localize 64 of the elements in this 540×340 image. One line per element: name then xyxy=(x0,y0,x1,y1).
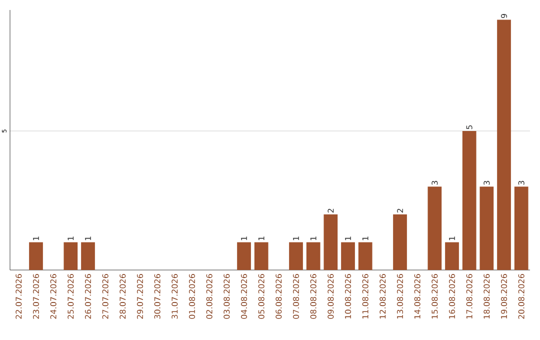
x-tick-label: 09.08.2026 xyxy=(328,274,334,319)
x-tick-label: 28.07.2026 xyxy=(120,274,126,319)
bar xyxy=(64,242,78,270)
x-tick-label: 04.08.2026 xyxy=(240,274,248,319)
x-tick-label: 23.07.2026 xyxy=(32,274,40,319)
bar xyxy=(324,214,338,270)
bar xyxy=(254,242,268,270)
data-label: 1 xyxy=(345,236,351,240)
x-tick-label: 15.08.2026 xyxy=(432,274,438,318)
bar xyxy=(480,186,494,270)
bar xyxy=(237,242,251,270)
data-label: 3 xyxy=(432,180,438,185)
x-tick-label: 29.07.2026 xyxy=(136,274,144,319)
x-tick-label: 03.08.2026 xyxy=(224,274,230,319)
x-tick-label: 08.08.2026 xyxy=(310,274,316,319)
x-tick-label: 20.08.2026 xyxy=(518,274,524,319)
bar xyxy=(358,242,372,270)
x-tick-label: 07.08.2026 xyxy=(292,274,300,319)
data-label: 1 xyxy=(310,236,316,240)
x-tick-label: 30.07.2026 xyxy=(154,274,160,319)
x-tick-label: 10.08.2026 xyxy=(344,274,352,318)
x-tick-label: 16.08.2026 xyxy=(448,274,456,318)
data-label: 2 xyxy=(397,208,403,213)
data-label: 1 xyxy=(241,236,247,240)
x-tick-label: 14.08.2026 xyxy=(414,274,420,318)
bar xyxy=(393,214,407,270)
x-tick-label: 12.08.2026 xyxy=(380,274,386,318)
data-label: 5 xyxy=(466,125,472,130)
data-label: 1 xyxy=(449,236,455,240)
data-label: 1 xyxy=(33,236,39,240)
x-tick-label: 17.08.2026 xyxy=(466,274,472,318)
x-tick-label: 19.08.2026 xyxy=(500,274,508,318)
bar xyxy=(428,186,442,270)
x-tick-label: 26.07.2026 xyxy=(84,274,92,319)
bar xyxy=(29,242,43,270)
x-tick-label: 18.08.2026 xyxy=(484,274,490,318)
data-label: 2 xyxy=(328,208,334,213)
data-label: 1 xyxy=(258,236,264,240)
x-tick-label: 27.07.2026 xyxy=(102,274,108,319)
bar xyxy=(445,242,459,270)
x-tick-label: 06.08.2026 xyxy=(276,274,282,319)
x-tick-label: 22.07.2026 xyxy=(16,274,22,319)
bar xyxy=(341,242,355,270)
data-label: 1 xyxy=(362,236,368,240)
x-tick-label: 05.08.2026 xyxy=(258,274,264,319)
data-label: 1 xyxy=(85,236,91,240)
bar xyxy=(462,130,476,270)
data-label: 1 xyxy=(68,236,74,240)
bar xyxy=(514,186,528,270)
x-tick-label: 11.08.2026 xyxy=(362,274,368,318)
x-tick-label: 24.07.2026 xyxy=(50,274,56,319)
x-tick-label: 02.08.2026 xyxy=(206,274,212,319)
bar xyxy=(289,242,303,270)
data-label: 3 xyxy=(518,180,524,185)
x-tick-label: 25.07.2026 xyxy=(68,274,74,319)
bar xyxy=(81,242,95,270)
x-tick-label: 13.08.2026 xyxy=(396,274,404,318)
bar xyxy=(497,20,511,270)
data-label: 3 xyxy=(484,180,490,185)
x-tick-label: 31.07.2026 xyxy=(172,274,178,319)
bar xyxy=(306,242,320,270)
x-tick-label: 01.08.2026 xyxy=(188,274,196,319)
data-label: 9 xyxy=(500,14,508,18)
data-label: 1 xyxy=(293,236,299,240)
